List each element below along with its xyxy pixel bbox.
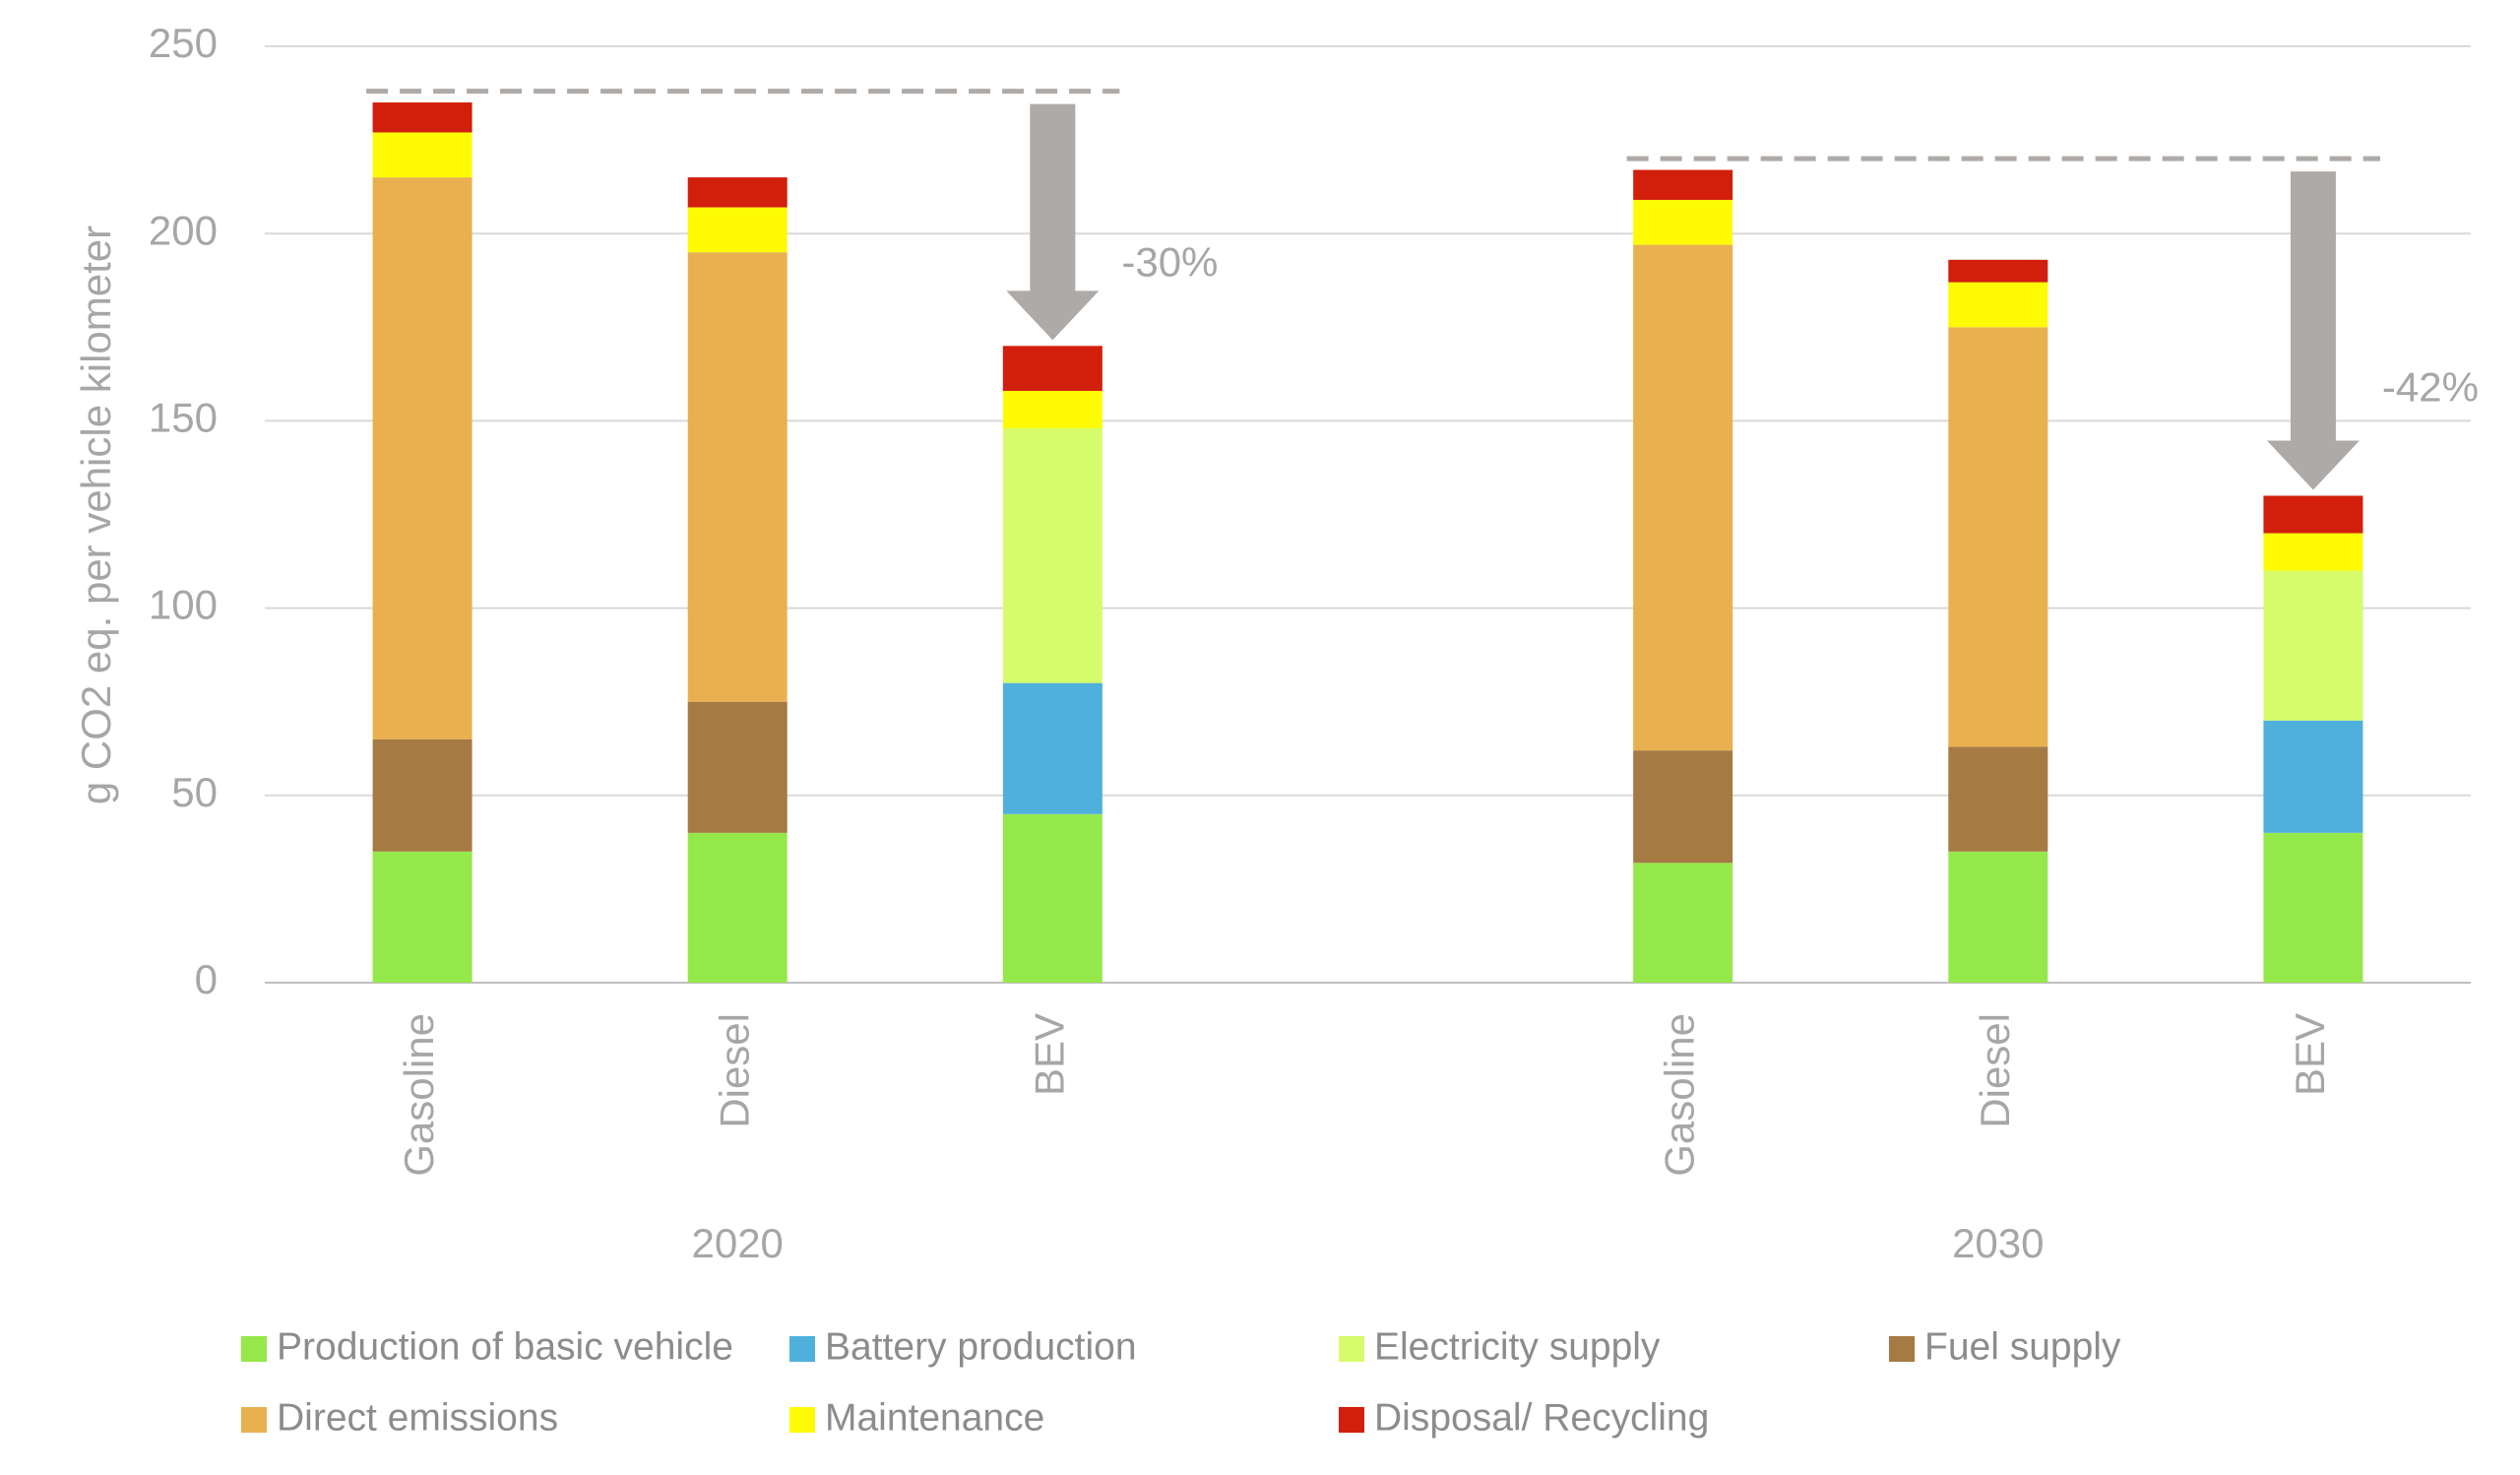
y-tick-label: 100 [149, 582, 218, 628]
x-tick-label: Diesel [1972, 1013, 2018, 1128]
bar-segment [1948, 746, 2048, 852]
legend-label: Maintenance [825, 1396, 1044, 1439]
bar-segment [687, 252, 788, 702]
bar-segment [2263, 832, 2363, 983]
bar-segment [1948, 851, 2048, 983]
bar-segment [1633, 244, 1733, 751]
bar-segment [372, 177, 472, 739]
bar-segment [2263, 720, 2363, 833]
bar-segment [687, 207, 788, 253]
bar-segment [687, 832, 788, 983]
legend-swatch [789, 1407, 815, 1433]
bar-segment [1633, 863, 1733, 983]
bar-segment [1002, 428, 1102, 683]
annotation-label: -42% [2382, 364, 2479, 411]
bar-segment [2263, 495, 2363, 534]
bar-segment [1002, 346, 1102, 391]
reduction-arrow [1006, 103, 1100, 341]
y-tick-label: 200 [149, 207, 218, 253]
bar-segment [1633, 199, 1733, 245]
y-axis-title: g CO2 eq. per vehicle kilometer [73, 225, 119, 804]
legend-swatch [241, 1407, 267, 1433]
bar-segment [1948, 327, 2048, 747]
bar-segment [1633, 169, 1733, 200]
x-tick-label: BEV [1026, 1013, 1072, 1096]
legend-swatch [1339, 1407, 1364, 1433]
bar-segment [372, 132, 472, 178]
y-tick-label: 150 [149, 394, 218, 440]
bar-segment [372, 102, 472, 133]
annotation-label: -30% [1121, 239, 1218, 286]
group-label: 2030 [1952, 1220, 2044, 1266]
reduction-arrow [2266, 171, 2360, 490]
bar-segment [2263, 533, 2363, 571]
y-tick-label: 250 [149, 20, 218, 66]
y-tick-label: 0 [195, 956, 218, 1002]
y-tick-label: 50 [171, 769, 218, 815]
legend-label: Battery production [825, 1325, 1137, 1368]
legend-swatch [241, 1336, 267, 1362]
x-tick-label: Diesel [711, 1013, 757, 1128]
bar-segment [372, 851, 472, 983]
bar-segment [1948, 259, 2048, 283]
x-tick-label: Gasoline [1657, 1013, 1703, 1177]
bar-segment [2263, 570, 2363, 721]
legend-label: Electricity supply [1374, 1325, 1661, 1368]
bar-segment [687, 177, 788, 208]
legend-swatch [1889, 1336, 1915, 1362]
bar-segment [1002, 390, 1102, 429]
bar-segment [687, 701, 788, 833]
group-label: 2020 [691, 1220, 783, 1266]
legend-swatch [1339, 1336, 1364, 1362]
bar-segment [1948, 282, 2048, 328]
legend-label: Direct emissions [277, 1396, 558, 1439]
x-tick-label: Gasoline [396, 1013, 442, 1177]
bar-segment [1002, 813, 1102, 983]
legend-label: Production of basic vehicle [277, 1325, 733, 1368]
legend-label: Disposal/ Recycling [1374, 1396, 1709, 1439]
legend-label: Fuel supply [1924, 1325, 2121, 1368]
bar-segment [372, 738, 472, 852]
bar-segment [1002, 682, 1102, 814]
x-tick-label: BEV [2287, 1013, 2333, 1096]
bar-segment [1633, 750, 1733, 864]
legend-swatch [789, 1336, 815, 1362]
